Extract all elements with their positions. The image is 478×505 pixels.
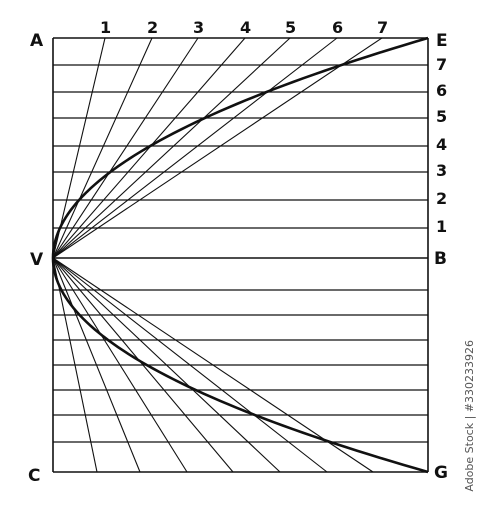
ray-lower-2 — [52, 257, 141, 473]
label-b: B — [434, 249, 447, 269]
ray-upper-7 — [52, 37, 383, 259]
right-number-5: 5 — [436, 107, 447, 126]
label-g: G — [434, 463, 448, 483]
construction-rays — [52, 37, 383, 473]
right-number-2: 2 — [436, 189, 447, 208]
right-number-1: 1 — [436, 217, 447, 236]
ray-lower-5 — [52, 257, 281, 473]
right-number-3: 3 — [436, 161, 447, 180]
ray-lower-7 — [52, 257, 374, 473]
right-number-7: 7 — [436, 55, 447, 74]
ray-lower-4 — [52, 257, 234, 473]
top-number-2: 2 — [147, 18, 158, 37]
ray-upper-2 — [52, 37, 153, 259]
label-v: V — [30, 250, 44, 270]
ray-lower-3 — [52, 257, 188, 473]
ray-upper-5 — [52, 37, 291, 259]
ray-upper-3 — [52, 37, 199, 259]
ray-lower-6 — [52, 257, 328, 473]
ray-upper-6 — [52, 37, 338, 259]
frame-border — [52, 37, 429, 473]
ray-lower-1 — [52, 257, 98, 473]
parabola-lower-curve — [51, 257, 429, 474]
point-labels: A E V B C G — [28, 31, 448, 486]
top-number-7: 7 — [377, 18, 388, 37]
right-division-numbers: 7 6 5 4 3 2 1 — [436, 55, 447, 236]
top-number-4: 4 — [240, 18, 251, 37]
right-number-6: 6 — [436, 81, 447, 100]
right-number-4: 4 — [436, 135, 447, 154]
stock-watermark: Adobe Stock | #330233926 — [463, 340, 476, 492]
top-number-6: 6 — [332, 18, 343, 37]
label-a: A — [30, 31, 44, 51]
top-number-5: 5 — [285, 18, 296, 37]
ray-upper-1 — [52, 37, 106, 259]
label-c: C — [28, 466, 40, 486]
horizontal-grid-lines — [53, 64, 428, 443]
top-number-1: 1 — [100, 18, 111, 37]
parabola-upper-curve — [51, 36, 429, 259]
parabola-curves — [51, 36, 429, 474]
top-number-3: 3 — [193, 18, 204, 37]
top-division-numbers: 1 2 3 4 5 6 7 — [100, 18, 388, 37]
label-e: E — [436, 31, 448, 51]
